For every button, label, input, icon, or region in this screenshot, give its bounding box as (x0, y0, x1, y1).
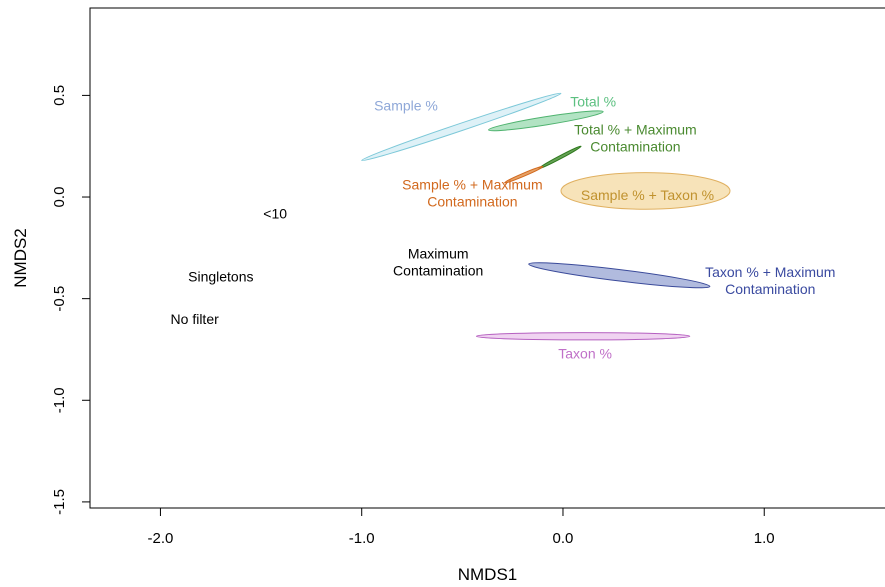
y-tick-label-1: 0.5 (51, 85, 68, 106)
y-axis-label: NMDS2 (11, 228, 30, 288)
x-tick-label-4: 1.0 (754, 530, 775, 547)
y-tick-label-3: -0.5 (51, 286, 68, 312)
ellipse-3 (538, 145, 582, 170)
axes-layer: -2.0 -1.0 0.0 1.0 0.5 0.0 -0.5 -1.0 -1.5 (51, 85, 775, 547)
y-tick-label-4: -1.0 (51, 387, 68, 413)
ellipse-4 (504, 165, 544, 184)
group-label-6: <10 (263, 205, 287, 221)
x-tick-label-2: -1.0 (349, 530, 375, 547)
group-label-11: Taxon % (558, 346, 612, 362)
group-label-4: Sample % + Maximum Contamination (402, 176, 542, 209)
ellipse-1 (361, 92, 562, 162)
ellipses-layer (361, 92, 731, 341)
x-tick-label-3: 0.0 (553, 530, 574, 547)
ellipse-5 (560, 172, 731, 210)
ellipse-2 (488, 110, 604, 132)
ellipse-6 (528, 262, 711, 289)
group-label-2: Total % (570, 93, 616, 109)
group-label-9: Taxon % + Maximum Contamination (705, 264, 835, 297)
group-label-8: Singletons (188, 268, 253, 284)
y-tick-label-2: 0.0 (51, 187, 68, 208)
x-axis-label: NMDS1 (458, 565, 518, 584)
y-tick-label-5: -1.5 (51, 489, 68, 515)
ellipse-7 (475, 332, 691, 341)
group-label-7: Maximum Contamination (393, 246, 483, 279)
plot-frame (89, 7, 885, 509)
group-label-1: Sample % (374, 98, 438, 114)
group-label-10: No filter (171, 311, 220, 327)
group-label-5: Sample % + Taxon % (581, 187, 714, 203)
x-tick-label-1: -2.0 (148, 530, 174, 547)
labels-layer: Sample % Total % Total % + Maximum Contamin… (171, 93, 836, 361)
group-label-3: Total % + Maximum Contamination (574, 122, 697, 155)
